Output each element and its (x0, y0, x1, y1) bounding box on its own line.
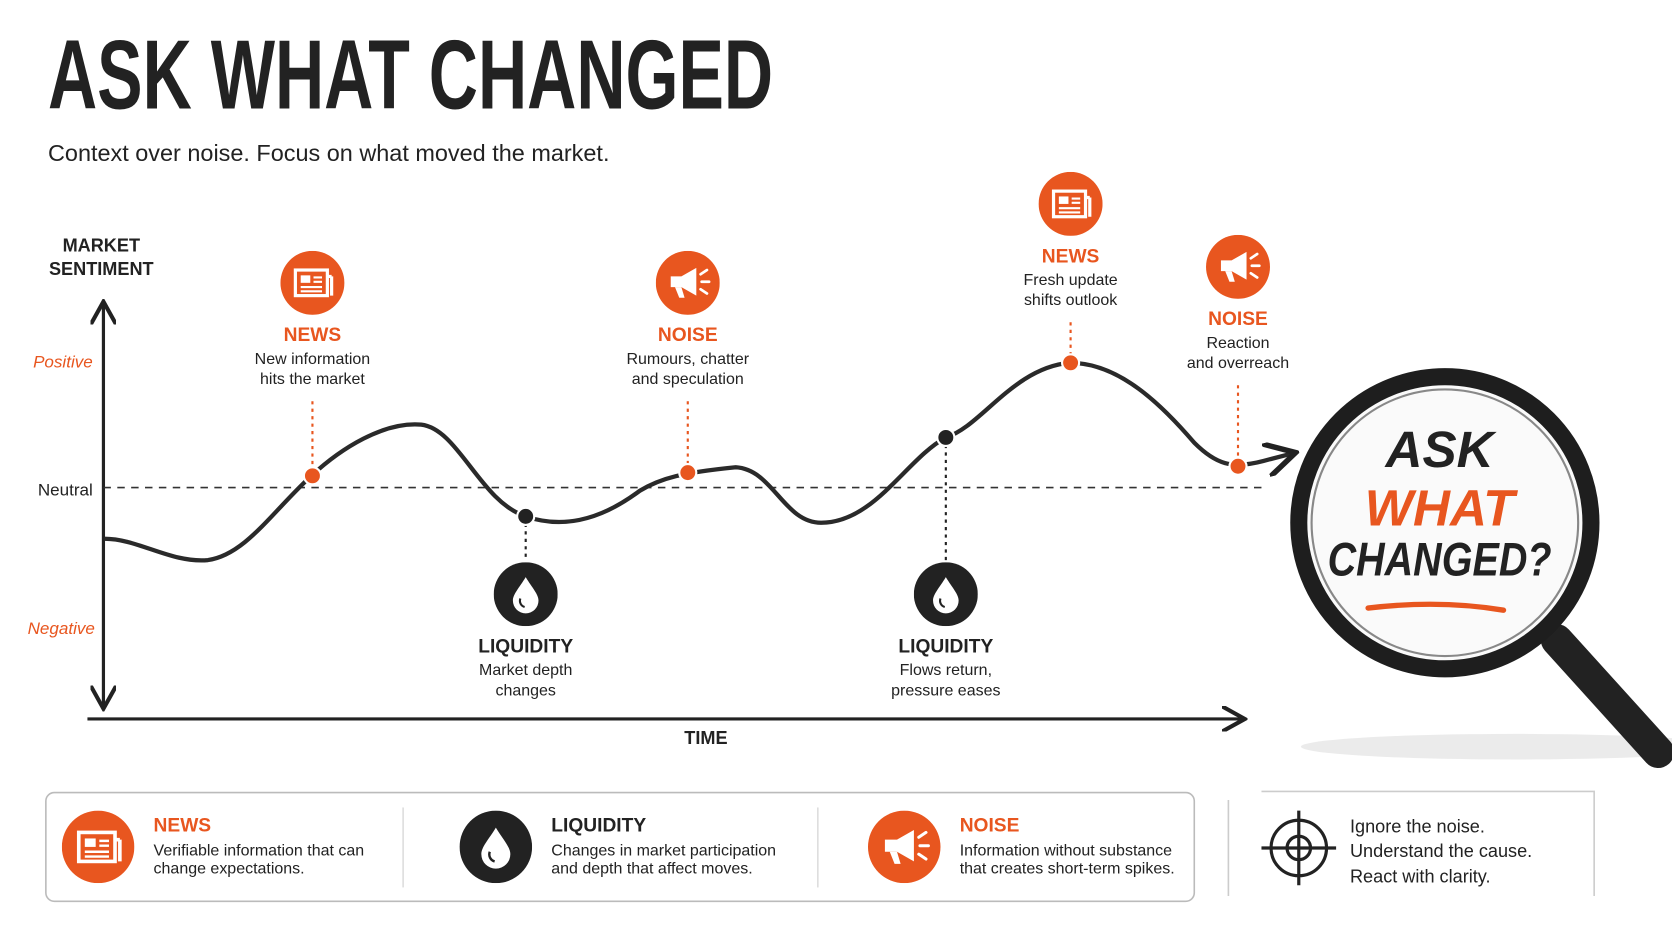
event-type: LIQUIDITY (898, 637, 993, 658)
event-icon (1206, 234, 1270, 299)
takeaway: Ignore the noise. (1350, 817, 1485, 837)
x-axis-label: TIME (684, 728, 727, 748)
legend-icon (61, 810, 135, 884)
subtitle: Context over noise. Focus on what moved … (48, 140, 609, 166)
legend-box (45, 791, 1196, 903)
takeaway: React with clarity. (1350, 867, 1491, 887)
title: ASK WHAT CHANGED (48, 19, 773, 129)
magnifier-text: ASK (1384, 421, 1498, 478)
takeaway: Understand the cause. (1350, 841, 1532, 861)
sentiment-curve (104, 360, 1293, 563)
event-type: NEWS (284, 325, 342, 346)
legend-icon (459, 810, 533, 884)
event-dot (516, 506, 536, 526)
lens (1290, 368, 1600, 678)
event-type: NOISE (658, 325, 718, 346)
event-type: LIQUIDITY (478, 637, 573, 658)
legend-title: NEWS (154, 816, 212, 837)
legend-desc: Information without substance (960, 842, 1172, 859)
event-icon (913, 562, 978, 627)
event-desc: shifts outlook (1024, 292, 1118, 309)
event-dot (302, 466, 323, 486)
event-desc: pressure eases (891, 682, 1000, 699)
target-icon (1261, 810, 1337, 886)
underline (1365, 601, 1507, 613)
event-desc: Flows return, (900, 662, 992, 679)
event-desc: Market depth (479, 662, 572, 679)
event-desc: Rumours, chatter (626, 351, 749, 368)
shadow (1300, 733, 1672, 760)
magnifier-text: CHANGED? (1328, 534, 1552, 586)
y-axis-label: SENTIMENT (49, 259, 154, 279)
event-dot (678, 463, 698, 483)
events: NEWS New information hits the market LIQUID… (255, 171, 1289, 699)
handle (1540, 624, 1672, 769)
magnifier-text: WHAT (1365, 480, 1518, 537)
legend-desc: Verifiable information that can (154, 842, 365, 859)
legend: NEWS Verifiable information that can chang… (61, 810, 1175, 884)
event-desc: and speculation (632, 371, 744, 388)
event-desc: hits the market (260, 371, 365, 388)
legend-title: NOISE (960, 816, 1020, 837)
event-icon (1038, 171, 1103, 236)
event-desc: changes (495, 682, 555, 699)
event-icon (655, 250, 720, 315)
event-desc: Reaction (1206, 335, 1269, 352)
event-dot (1060, 353, 1081, 373)
takeaway-frame (1227, 790, 1595, 896)
event-icon (280, 250, 345, 315)
lens-rim (1310, 388, 1580, 658)
level-label: Positive (33, 352, 93, 371)
event-type: NOISE (1208, 309, 1268, 330)
event-dot (936, 427, 956, 448)
legend-icon (867, 810, 941, 884)
event-type: NEWS (1042, 246, 1100, 267)
legend-desc: that creates short-term spikes. (960, 861, 1175, 878)
event-desc: Fresh update (1023, 272, 1117, 289)
legend-desc: change expectations. (154, 861, 305, 878)
event-icon (493, 562, 558, 627)
y-axis-label: MARKET (63, 235, 140, 255)
event-desc: New information (255, 351, 371, 368)
level-label: Neutral (38, 480, 93, 499)
event-dot (1228, 456, 1248, 476)
legend-desc: and depth that affect moves. (551, 861, 752, 878)
legend-desc: Changes in market participation (551, 842, 776, 859)
legend-title: LIQUIDITY (551, 816, 646, 837)
magnifier: ASK WHAT CHANGED? (1290, 368, 1672, 769)
event-desc: and overreach (1187, 355, 1289, 372)
level-label: Negative (28, 619, 95, 638)
